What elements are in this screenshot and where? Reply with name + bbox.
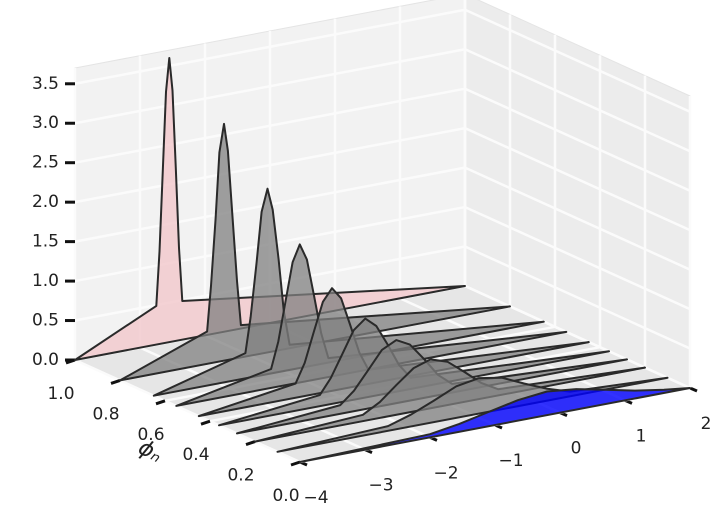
z-tick-label: 0.5 (32, 311, 59, 331)
grid-line (464, 127, 691, 232)
x-tick-label: 1 (636, 426, 647, 446)
tick-mark (200, 419, 211, 426)
x-tick-label: 2 (701, 414, 712, 434)
grid-line (464, 8, 691, 113)
x-tick-label: 0 (571, 439, 582, 459)
tick-mark (155, 399, 166, 406)
z-tick-label: 1.0 (32, 271, 59, 291)
grid-line (464, 284, 691, 390)
x-tick-label: −3 (368, 476, 393, 496)
x-tick-label: −1 (498, 451, 523, 471)
grid-line (74, 358, 301, 464)
y-tick-label: 0.8 (92, 404, 119, 424)
grid-line (74, 48, 466, 125)
z-tick-label: 2.0 (32, 192, 59, 212)
z-tick-label: 3.0 (32, 113, 59, 133)
grid-line (74, 87, 466, 164)
tick-mark (689, 386, 698, 393)
grid-line (464, 205, 691, 311)
z-tick-label: 3.5 (32, 74, 59, 94)
tick-mark (245, 440, 256, 447)
y-tick-label: 0.2 (227, 466, 254, 486)
y-tick-label: 1.0 (47, 384, 74, 404)
x-tick-label: −2 (433, 463, 458, 483)
y-tick-label: 0.6 (137, 425, 164, 445)
x-tick-label: −4 (303, 488, 328, 508)
curve-area (299, 387, 691, 463)
grid-line (74, 8, 466, 86)
grid-line (464, 245, 691, 350)
grid-line (74, 126, 466, 204)
y-tick-label: 0.4 (182, 445, 209, 465)
tick-mark (290, 460, 301, 467)
grid-line (464, 166, 691, 271)
z-tick-label: 2.5 (32, 153, 59, 173)
z-tick-label: 1.5 (32, 232, 59, 252)
z-tick-label: 0.0 (32, 350, 59, 370)
grid-line (464, 48, 691, 153)
grid-line (464, 87, 691, 192)
tick-mark (110, 378, 121, 385)
y-tick-label: 0.0 (272, 486, 299, 506)
